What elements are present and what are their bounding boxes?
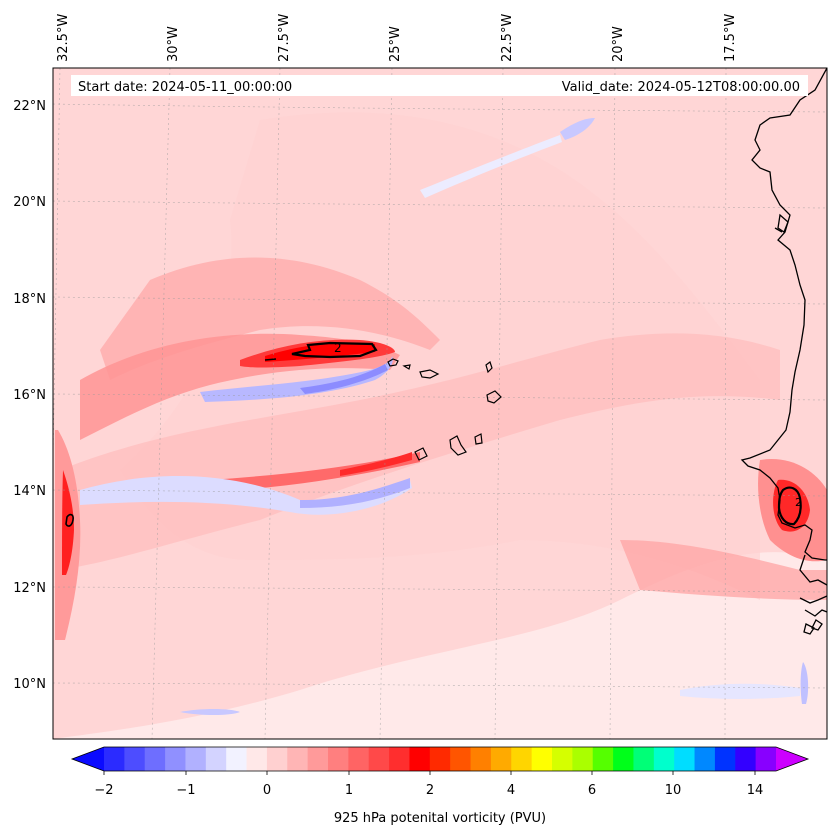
- pv-field: 2 2: [53, 68, 827, 739]
- colorbar-segment: [104, 747, 125, 771]
- lon-label: 27.5°W: [277, 14, 292, 62]
- colorbar-segment: [409, 747, 431, 771]
- colorbar-segment: [266, 747, 288, 771]
- lon-label: 25°W: [388, 26, 403, 62]
- colorbar-segment: [246, 747, 268, 771]
- colorbar-tick-label: 2: [426, 783, 434, 798]
- lat-labels: 22°N 20°N 18°N 16°N 14°N 12°N 10°N: [13, 99, 46, 692]
- colorbar-segment: [674, 747, 696, 771]
- date-box: [71, 75, 808, 96]
- colorbar-tick-label: −1: [176, 783, 195, 798]
- colorbar-segment: [348, 747, 370, 771]
- colorbar-segment: [205, 747, 227, 771]
- contour-label: 2: [795, 496, 802, 509]
- colorbar-tick-label: 1: [345, 783, 353, 798]
- pv-contour-2: [65, 341, 802, 527]
- lon-label: 32.5°W: [56, 14, 71, 62]
- colorbar-title: 925 hPa potenital vorticity (PVU): [334, 811, 546, 826]
- colorbar-segment: [552, 747, 573, 771]
- colorbar-segment: [450, 747, 472, 771]
- colorbar-segment: [470, 747, 492, 771]
- colorbar-segment: [368, 747, 390, 771]
- lat-label: 20°N: [13, 195, 46, 210]
- lat-label: 14°N: [13, 484, 46, 499]
- colorbar-segment: [653, 747, 675, 771]
- colorbar-segment: [592, 747, 614, 771]
- contour-label: 2: [334, 341, 342, 355]
- colorbar-segment: [124, 747, 146, 771]
- colorbar-segment: [755, 747, 777, 771]
- colorbar-segment: [165, 747, 187, 771]
- lon-label: 17.5°W: [723, 14, 738, 62]
- colorbar-tick-label: 0: [263, 783, 271, 798]
- colorbar-extend-max: [776, 747, 808, 771]
- lat-label: 10°N: [13, 677, 46, 692]
- colorbar-segment: [572, 747, 594, 771]
- lon-labels: 32.5°W 30°W 27.5°W 25°W 22.5°W 20°W 17.5…: [56, 14, 738, 62]
- colorbar-segment: [144, 747, 166, 771]
- colorbar-tick-label: 6: [588, 783, 596, 798]
- colorbar-segment: [185, 747, 207, 771]
- colorbar-segment: [389, 747, 411, 771]
- colorbar-segment: [490, 747, 512, 771]
- colorbar-segment: [226, 747, 248, 771]
- lat-label: 12°N: [13, 581, 46, 596]
- colorbar-segment: [287, 747, 309, 771]
- colorbar-tick-label: 10: [665, 783, 682, 798]
- lon-label: 22.5°W: [500, 14, 515, 62]
- colorbar-ticks: −2 −1 0 1 2 4 6 10 14: [94, 783, 763, 798]
- lon-label: 20°W: [611, 26, 626, 62]
- lat-label: 22°N: [13, 99, 46, 114]
- colorbar-segment: [694, 747, 716, 771]
- colorbar-segment: [714, 747, 736, 771]
- lat-label: 16°N: [13, 388, 46, 403]
- colorbar-extend-min: [72, 747, 104, 771]
- colorbar-segment: [307, 747, 329, 771]
- colorbar-segment: [511, 747, 533, 771]
- colorbar-tick-label: 4: [507, 783, 515, 798]
- colorbar-tick-label: 14: [747, 783, 764, 798]
- colorbar-segment: [735, 747, 757, 771]
- colorbar-tick-label: −2: [94, 783, 113, 798]
- lon-label: 30°W: [166, 26, 181, 62]
- colorbar-segment: [429, 747, 451, 771]
- start-date-label: Start date: 2024-05-11_00:00:00: [78, 80, 292, 95]
- colorbar: [70, 746, 810, 775]
- lat-label: 18°N: [13, 292, 46, 307]
- africa-coastline: [740, 68, 827, 635]
- colorbar-segment: [531, 747, 553, 771]
- colorbar-segment: [613, 747, 635, 771]
- colorbar-segment: [328, 747, 349, 771]
- colorbar-segment: [633, 747, 655, 771]
- valid-date-label: Valid_date: 2024-05-12T08:00:00.00: [562, 80, 800, 95]
